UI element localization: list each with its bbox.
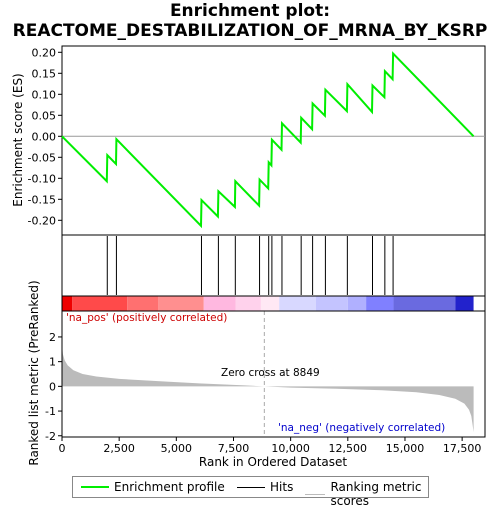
hit-lines — [106, 236, 394, 295]
ranking-x-tick-label: 17,500 — [443, 442, 482, 455]
legend-black-line — [237, 486, 265, 488]
legend-enrichment-label: Enrichment profile — [114, 480, 225, 494]
es-y-tick-label: -0.05 — [28, 151, 56, 164]
es-y-tick-label: 0.05 — [32, 109, 57, 122]
hits-panel — [61, 234, 486, 297]
ranking-x-tick-label: 5,000 — [161, 442, 193, 455]
color-bar-segment — [393, 296, 456, 311]
es-y-tick-label: 0.15 — [32, 67, 57, 80]
negative-correlation-label: 'na_neg' (negatively correlated) — [278, 422, 445, 434]
ranking-x-tick-label: 2,500 — [103, 442, 135, 455]
ranking-x-axis-label: Rank in Ordered Dataset — [199, 455, 347, 469]
color-bar-segment — [315, 296, 348, 311]
hits-frame — [61, 234, 486, 297]
ranking-y-tick-label: 1 — [49, 356, 56, 369]
es-y-ticks: -0.20 -0.15 -0.10 -0.05 0.00 0.05 0.10 0.15 0.20 — [28, 46, 62, 227]
es-y-tick-label: 0.00 — [32, 130, 57, 143]
ranking-y-tick-label: -2 — [45, 430, 56, 443]
legend-item-enrichment: Enrichment profile — [81, 480, 225, 494]
enrichment-panel: -0.20 -0.15 -0.10 -0.05 0.00 0.05 0.10 0.15 0.20… — [11, 45, 486, 236]
legend: Enrichment profile Hits Ranking metric s… — [72, 476, 429, 508]
es-y-tick-label: -0.20 — [28, 214, 56, 227]
ranking-x-ticks: 0 2,500 5,000 7,500 10,000 12,500 15,000 17,500 — [59, 437, 482, 455]
enrichment-profile-line — [61, 51, 475, 229]
color-bar-segment — [279, 296, 316, 311]
chart-title-line1: Enrichment plot: — [169, 1, 331, 21]
ranking-x-tick-label: 15,000 — [386, 442, 425, 455]
ranking-y-tick-label: -1 — [45, 405, 56, 418]
color-bar-segment — [260, 296, 280, 311]
legend-ranking-label: Ranking metric scores — [330, 480, 422, 508]
es-y-tick-label: 0.10 — [32, 88, 57, 101]
color-bar-segment — [72, 296, 128, 311]
positive-correlation-label: 'na_pos' (positively correlated) — [66, 312, 227, 324]
es-y-tick-label: -0.15 — [28, 193, 56, 206]
ranking-panel: -2 -1 0 1 2 0 2,500 5,000 7,500 10,000 12,500 15,0… — [27, 280, 486, 469]
color-bar-segment — [347, 296, 367, 311]
es-y-axis-label: Enrichment score (ES) — [11, 73, 25, 206]
color-bar-segment — [203, 296, 236, 311]
ranking-x-tick-label: 10,000 — [271, 442, 310, 455]
ranking-x-tick-label: 7,500 — [218, 442, 250, 455]
color-bar-segment — [62, 296, 73, 311]
color-bar-segment — [127, 296, 159, 311]
ranking-y-axis-label: Ranked list metric (PreRanked) — [27, 280, 41, 465]
ranking-frame — [61, 310, 486, 438]
zero-cross-label: Zero cross at 8849 — [221, 367, 320, 379]
color-bar-segment — [455, 296, 474, 311]
ranking-y-tick-label: 0 — [49, 380, 56, 393]
color-bar-segment — [158, 296, 204, 311]
ranking-metric-area — [62, 345, 474, 433]
legend-item-hits: Hits — [237, 480, 293, 494]
es-y-tick-label: 0.20 — [32, 46, 57, 59]
rank-color-bar — [62, 296, 474, 311]
ranking-y-tick-label: 2 — [49, 331, 56, 344]
legend-hits-label: Hits — [270, 480, 294, 494]
chart-title-line2: REACTOME_DESTABILIZATION_OF_MRNA_BY_KSRP — [12, 21, 488, 41]
legend-gray-line — [305, 493, 326, 495]
es-y-tick-label: -0.10 — [28, 172, 56, 185]
color-bar-segment — [366, 296, 394, 311]
legend-green-line — [81, 486, 109, 488]
ranking-x-tick-label: 12,500 — [329, 442, 368, 455]
color-bar-segment — [235, 296, 261, 311]
ranking-y-ticks: -2 -1 0 1 2 — [45, 331, 62, 443]
ranking-x-tick-label: 0 — [59, 442, 66, 455]
legend-item-ranking: Ranking metric scores — [305, 480, 428, 508]
